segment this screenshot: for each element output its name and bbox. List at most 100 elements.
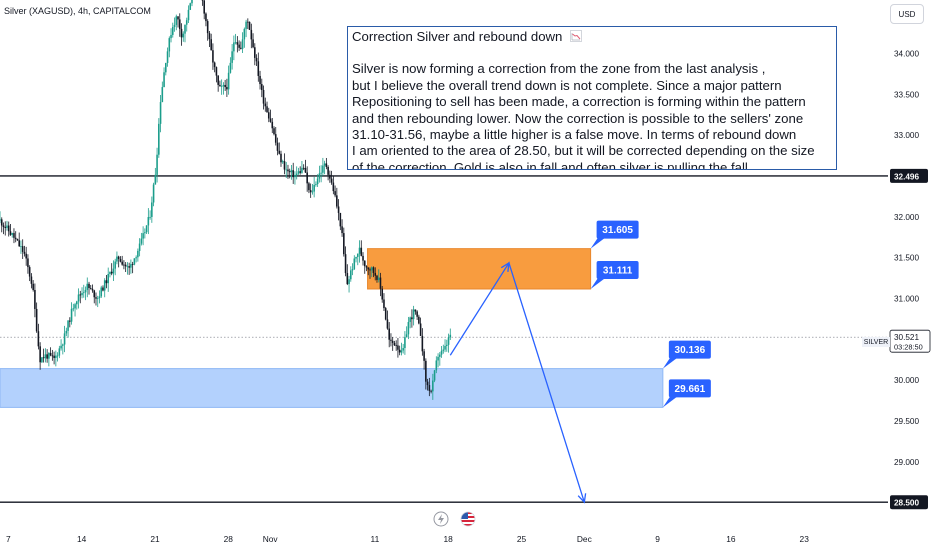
us-flag-icon[interactable] bbox=[460, 511, 476, 527]
candle bbox=[4, 221, 7, 236]
candle-body bbox=[56, 355, 59, 357]
candle bbox=[187, 5, 190, 23]
candle-body bbox=[226, 87, 228, 90]
candle-body bbox=[16, 238, 19, 241]
candle-body bbox=[165, 62, 167, 73]
candle-body bbox=[376, 275, 378, 280]
candle-body bbox=[144, 232, 146, 234]
zone-label-box bbox=[596, 220, 639, 239]
candle bbox=[283, 153, 286, 175]
candle-body bbox=[140, 238, 143, 244]
candle bbox=[158, 118, 160, 158]
candle bbox=[294, 171, 296, 185]
candle-body bbox=[98, 296, 101, 299]
candle bbox=[77, 288, 80, 309]
candle bbox=[276, 137, 279, 156]
candle-body bbox=[89, 288, 92, 289]
candle-body bbox=[351, 269, 354, 271]
candle-body bbox=[84, 289, 87, 293]
candle-body bbox=[370, 267, 373, 271]
symbol-price-tag: SILVER bbox=[862, 337, 890, 347]
zone-price-label[interactable]: 31.111 bbox=[590, 260, 639, 289]
candle-body bbox=[114, 261, 116, 269]
candle-body bbox=[339, 212, 342, 227]
candle-body bbox=[430, 390, 432, 392]
zone-price-label[interactable]: 29.661 bbox=[662, 379, 711, 408]
candle-body bbox=[388, 328, 390, 340]
buy-zone[interactable] bbox=[0, 368, 664, 408]
candle bbox=[46, 349, 48, 363]
candle bbox=[259, 70, 261, 90]
candle bbox=[220, 79, 223, 95]
candle-body bbox=[285, 169, 288, 171]
candle-body bbox=[178, 19, 181, 29]
candle bbox=[299, 166, 301, 175]
candle-body bbox=[383, 299, 385, 309]
candle bbox=[41, 357, 43, 363]
candle bbox=[32, 280, 34, 292]
candle bbox=[226, 78, 228, 97]
candle bbox=[208, 31, 211, 47]
x-tick-label: 7 bbox=[6, 534, 11, 544]
candle-body bbox=[377, 277, 380, 280]
sell-zone[interactable] bbox=[367, 248, 592, 290]
candle bbox=[165, 62, 167, 76]
candle bbox=[13, 228, 15, 244]
candle bbox=[112, 260, 115, 281]
zone-price-label[interactable]: 30.136 bbox=[662, 340, 711, 369]
zone-price-label[interactable]: 31.605 bbox=[590, 220, 639, 249]
candle-body bbox=[419, 323, 422, 336]
candle-body bbox=[13, 233, 15, 238]
candle-body bbox=[315, 184, 317, 185]
symbol-title[interactable]: Silver (XAGUSD), 4h, CAPITALCOM bbox=[4, 6, 151, 16]
candle-body bbox=[311, 191, 314, 193]
candle bbox=[103, 278, 106, 298]
candle bbox=[397, 338, 399, 358]
candle-body bbox=[393, 342, 396, 346]
x-tick-label: Nov bbox=[263, 534, 279, 544]
candle-body bbox=[288, 171, 291, 173]
candle bbox=[334, 185, 336, 198]
zone-label-text: 31.111 bbox=[603, 265, 633, 276]
axis-level-badge-bg bbox=[890, 168, 928, 183]
candle bbox=[171, 22, 174, 38]
candle-body bbox=[18, 240, 20, 247]
candle-body bbox=[395, 345, 397, 347]
candle bbox=[311, 183, 314, 195]
candle-body bbox=[337, 206, 340, 213]
candle-body bbox=[426, 381, 429, 386]
candle-body bbox=[435, 360, 438, 371]
candle bbox=[260, 78, 263, 98]
candle-body bbox=[231, 51, 233, 63]
candle-body bbox=[215, 67, 218, 76]
candle bbox=[142, 226, 144, 246]
candle-body bbox=[229, 62, 232, 73]
candle-body bbox=[281, 161, 284, 163]
candle bbox=[135, 255, 137, 263]
candle bbox=[440, 346, 443, 358]
candle-body bbox=[182, 33, 185, 38]
candle-body bbox=[2, 225, 5, 227]
y-tick-label: 33.000 bbox=[894, 131, 919, 140]
currency-button[interactable]: USD bbox=[890, 4, 924, 24]
candle-body bbox=[421, 335, 424, 352]
lightning-icon[interactable] bbox=[433, 511, 449, 527]
candle-body bbox=[6, 225, 8, 228]
candle bbox=[69, 317, 71, 328]
candle-body bbox=[386, 319, 389, 329]
candle bbox=[163, 67, 165, 88]
candle bbox=[82, 284, 85, 298]
candle-body bbox=[41, 357, 43, 363]
candle bbox=[322, 157, 324, 176]
analysis-note[interactable]: Correction Silver and rebound down Silve… bbox=[347, 26, 837, 170]
candle bbox=[30, 273, 33, 289]
candle bbox=[421, 328, 424, 356]
candle bbox=[21, 239, 24, 259]
zone-label-text: 30.136 bbox=[675, 345, 706, 356]
candle bbox=[11, 232, 14, 238]
candle-body bbox=[358, 247, 361, 254]
candle-body bbox=[109, 271, 111, 274]
